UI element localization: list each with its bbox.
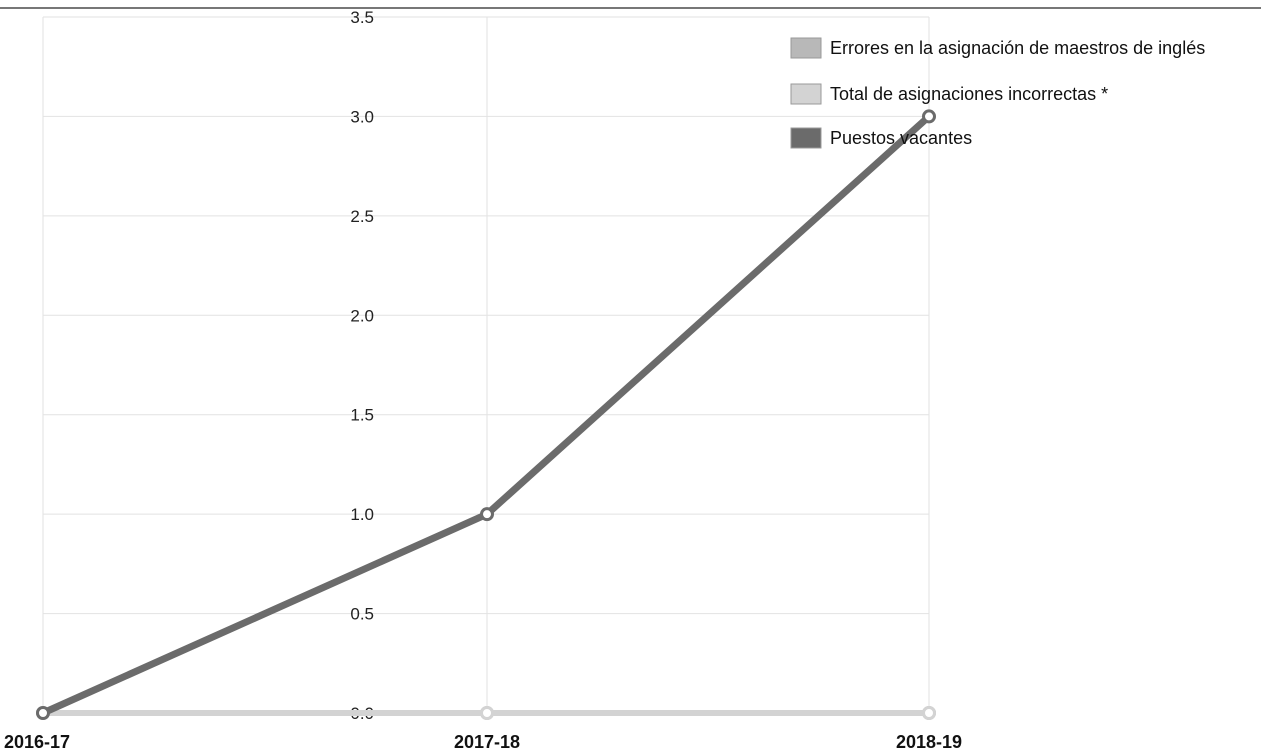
x-axis-ticks: 2016-17 2017-18 2018-19 (4, 732, 962, 752)
legend: Errores en la asignación de maestros de … (790, 37, 1205, 149)
y-tick-label: 2.5 (350, 207, 374, 226)
data-point (922, 109, 936, 124)
data-point (480, 706, 494, 720)
x-tick-label: 2018-19 (896, 732, 962, 752)
legend-label: Total de asignaciones incorrectas * (830, 84, 1108, 104)
y-tick-label: 0.5 (350, 605, 374, 624)
data-point (36, 706, 50, 720)
x-tick-label: 2016-17 (4, 732, 70, 752)
y-tick-label: 3.0 (350, 107, 374, 126)
y-tick-label: 2.0 (350, 306, 374, 325)
grid-lines (42, 16, 930, 714)
legend-swatch (790, 83, 822, 105)
data-point (922, 706, 936, 720)
data-point (480, 507, 494, 522)
x-tick-label: 2017-18 (454, 732, 520, 752)
y-tick-label: 1.5 (350, 406, 374, 425)
legend-label: Puestos vacantes (830, 128, 972, 148)
y-tick-label: 1.0 (350, 505, 374, 524)
legend-label: Errores en la asignación de maestros de … (830, 38, 1205, 58)
y-tick-label: 3.5 (350, 8, 374, 27)
series-lines (36, 109, 936, 720)
legend-swatch (790, 127, 822, 149)
legend-swatch (790, 37, 822, 59)
y-axis-ticks: 0.00.51.01.52.02.53.03.5 (350, 8, 374, 723)
